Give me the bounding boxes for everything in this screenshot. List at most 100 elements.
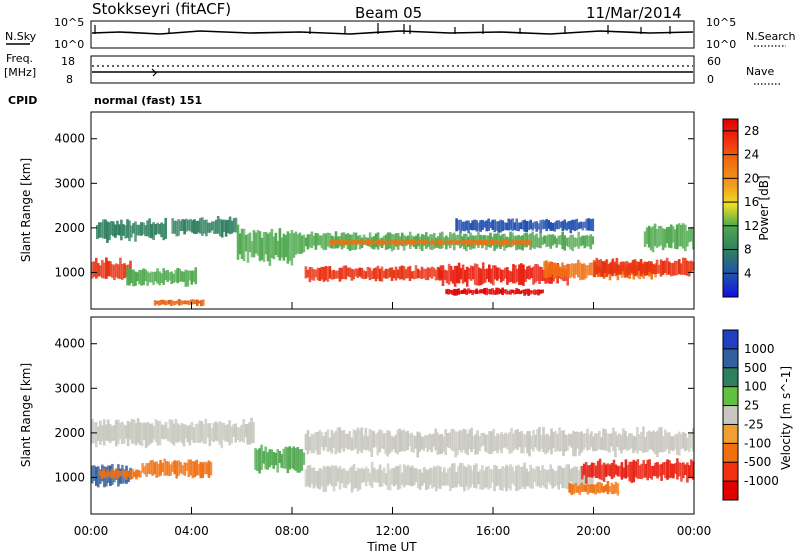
scatter-cell-0-7-73 (451, 233, 454, 246)
vel-cbar-label-3: 25 (744, 399, 759, 413)
scatter-cell-1-6-56 (416, 469, 420, 489)
scatter-cell-1-7-46 (672, 464, 675, 479)
scatter-cell-0-11-15 (573, 263, 576, 279)
scatter-cell-1-6-133 (571, 467, 574, 491)
scatter-cell-0-2-31 (188, 270, 192, 281)
scatter-cell-1-4-12 (278, 451, 281, 464)
scatter-cell-0-7-130 (565, 237, 568, 247)
scatter-cell-0-9-14 (465, 266, 469, 287)
scatter-cell-0-4-4 (179, 220, 182, 231)
scatter-cell-0-7-77 (459, 231, 462, 249)
scatter-cell-0-10-19 (483, 288, 486, 295)
scatter-cell-1-7-21 (622, 467, 626, 478)
scatter-cell-0-14-43 (541, 219, 544, 230)
scatter-cell-0-8-28 (385, 240, 388, 245)
scatter-cell-0-8-71 (471, 239, 474, 247)
scatter-cell-0-6-42 (388, 267, 392, 278)
scatter-cell-1-5-106 (516, 429, 519, 450)
scatter-cell-1-6-118 (541, 465, 544, 486)
scatter-cell-0-5-7 (250, 241, 254, 258)
scatter-cell-0-11-16 (575, 263, 578, 275)
scatter-cell-1-6-52 (408, 466, 412, 486)
scatter-cell-1-6-38 (380, 470, 384, 487)
freq-min: 8 (66, 73, 73, 86)
scatter-cell-1-1-9 (116, 470, 120, 478)
scatter-cell-0-3-1 (155, 300, 159, 305)
scatter-cell-1-4-22 (298, 449, 302, 473)
scatter-cell-0-12-46 (686, 260, 689, 276)
scatter-cell-0-6-60 (424, 268, 428, 281)
scatter-cell-1-1-18 (135, 469, 138, 480)
scatter-cell-1-6-11 (326, 465, 330, 486)
scatter-cell-0-6-43 (390, 267, 394, 281)
scatter-cell-0-7-68 (441, 231, 444, 249)
scatter-cell-1-5-72 (448, 432, 451, 448)
scatter-cell-0-8-72 (473, 239, 476, 245)
scatter-cell-1-2-56 (202, 424, 206, 444)
scatter-cell-0-0-0 (91, 261, 94, 279)
scatter-cell-0-14-47 (549, 222, 552, 231)
scatter-cell-0-8-29 (387, 240, 390, 244)
scatter-cell-0-14-57 (569, 220, 573, 234)
scatter-cell-0-9-40 (518, 264, 521, 285)
scatter-cell-1-6-68 (441, 471, 444, 486)
scatter-cell-1-6-99 (503, 467, 506, 488)
scatter-cell-1-8-22 (612, 484, 616, 495)
scatter-cell-0-3-20 (194, 299, 197, 304)
scatter-cell-1-5-111 (526, 431, 529, 454)
scatter-cell-1-2-80 (250, 417, 253, 444)
scatter-cell-0-2-11 (148, 272, 151, 283)
scatter-cell-0-1-21 (138, 224, 141, 236)
scatter-cell-0-13-6 (655, 229, 659, 248)
scatter-cell-0-9-2 (441, 265, 445, 286)
scatter-cell-1-5-63 (430, 434, 433, 453)
scatter-cell-0-13-3 (649, 227, 653, 251)
scatter-cell-0-12-17 (627, 262, 631, 275)
scatter-cell-0-14-50 (555, 220, 558, 230)
scatter-cell-0-6-2 (308, 267, 312, 283)
scatter-cell-0-13-16 (675, 224, 679, 250)
scatter-cell-0-14-36 (527, 221, 530, 231)
power-data (91, 216, 695, 307)
scatter-cell-0-12-13 (619, 261, 623, 275)
scatter-cell-1-7-27 (634, 461, 638, 478)
power-colorbar-ticks: 4 8 12 16 20 24 28 (723, 124, 759, 280)
scatter-cell-1-7-25 (630, 461, 634, 483)
scatter-cell-0-8-78 (484, 239, 488, 246)
scatter-cell-0-6-6 (316, 267, 320, 281)
scatter-cell-0-9-44 (526, 266, 529, 279)
scatter-cell-1-6-14 (332, 466, 336, 492)
scatter-cell-1-2-12 (114, 420, 118, 447)
scatter-cell-1-5-41 (386, 430, 389, 457)
scatter-cell-0-6-65 (434, 269, 438, 281)
scatter-cell-0-8-90 (508, 241, 512, 245)
scatter-cell-1-5-133 (570, 434, 573, 448)
scatter-cell-0-8-34 (397, 239, 400, 246)
scatter-cell-0-6-44 (392, 270, 396, 279)
scatter-cell-1-6-97 (499, 468, 502, 490)
scatter-cell-1-5-109 (522, 433, 525, 454)
scatter-cell-0-8-74 (477, 239, 480, 246)
scatter-cell-0-6-26 (356, 268, 360, 278)
scatter-cell-0-6-10 (324, 266, 328, 281)
scatter-cell-0-2-9 (144, 269, 147, 282)
scatter-cell-1-2-43 (176, 423, 180, 443)
scatter-cell-0-12-19 (631, 259, 635, 274)
scatter-cell-0-14-9 (473, 219, 476, 230)
scatter-cell-0-14-5 (465, 220, 468, 231)
scatter-cell-1-5-145 (594, 433, 597, 452)
scatter-cell-1-4-20 (294, 448, 298, 471)
scatter-cell-1-6-13 (330, 465, 334, 487)
scatter-cell-0-14-6 (467, 220, 470, 234)
scatter-cell-1-5-60 (424, 434, 427, 448)
scatter-cell-1-5-110 (524, 434, 527, 448)
scatter-cell-0-8-6 (341, 238, 345, 245)
scatter-cell-0-7-120 (545, 235, 548, 248)
scatter-cell-1-6-7 (318, 468, 322, 490)
scatter-cell-0-8-61 (451, 239, 454, 245)
scatter-cell-1-7-44 (668, 460, 671, 479)
scatter-cell-1-2-28 (146, 421, 150, 446)
scatter-cell-1-5-181 (666, 432, 669, 450)
scatter-cell-1-7-48 (676, 458, 679, 480)
scatter-cell-1-5-125 (554, 430, 557, 452)
